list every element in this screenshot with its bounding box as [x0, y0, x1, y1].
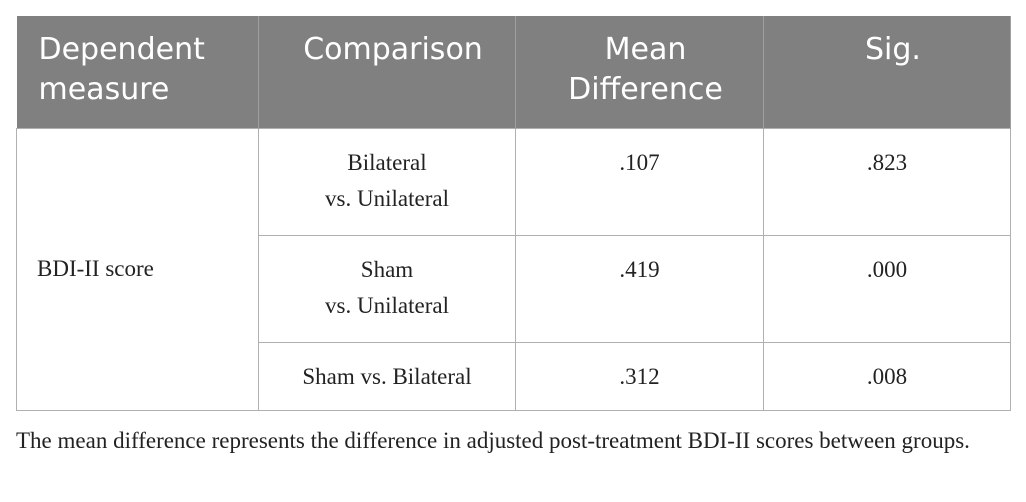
- mean-difference: .107: [515, 127, 764, 236]
- results-table: Dependent measure Comparison Mean Differ…: [16, 16, 1011, 411]
- table-note: The mean difference represents the diffe…: [16, 428, 970, 453]
- mean-difference: .419: [515, 234, 764, 343]
- comparison: Bilateral vs. Unilateral: [258, 127, 516, 236]
- header-cell: Mean Difference: [515, 16, 764, 128]
- sig: .823: [763, 127, 1011, 236]
- row: Sham vs. Bilateral .312 .008: [17, 341, 1011, 411]
- comparison: Sham vs. Unilateral: [258, 234, 516, 343]
- sig: .008: [763, 341, 1011, 411]
- dependent-measure: BDI-II score: [16, 127, 259, 411]
- row: Sham vs. Unilateral .419 .000: [17, 234, 1011, 343]
- comparison: Sham vs. Bilateral: [258, 341, 516, 411]
- row: BDI-II score Bilateral vs. Unilateral .1…: [16, 127, 1011, 411]
- header-cell: Comparison: [258, 16, 516, 128]
- sig: .000: [763, 234, 1011, 343]
- header-cell: Sig.: [763, 16, 1011, 128]
- header-row: Dependent measure Comparison Mean Differ…: [16, 16, 1011, 128]
- mean-difference: .312: [515, 341, 764, 411]
- header-cell: Dependent measure: [16, 16, 259, 128]
